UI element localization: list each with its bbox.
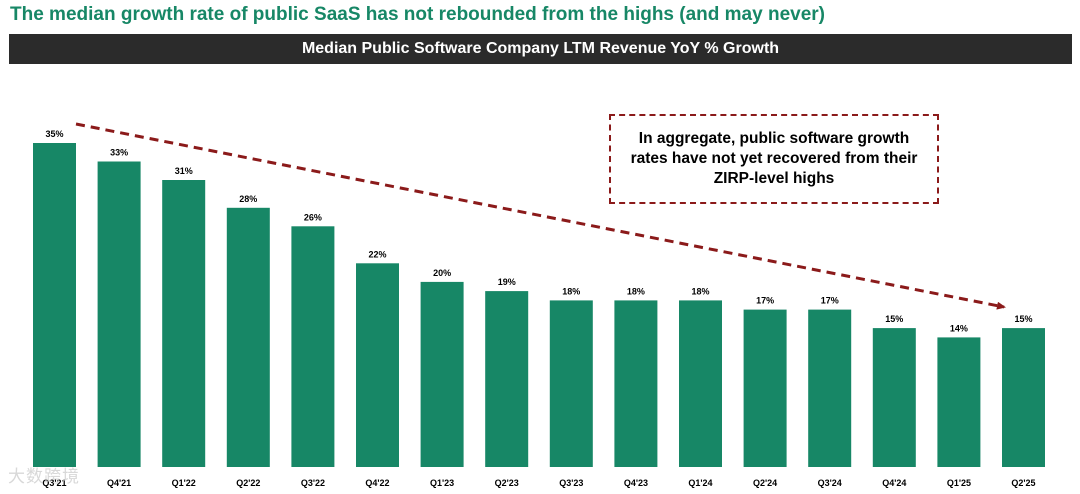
data-label-0: 35%: [45, 129, 63, 139]
data-label-10: 18%: [691, 286, 709, 296]
data-label-4: 26%: [304, 212, 322, 222]
x-tick-label-12: Q3'24: [818, 478, 842, 488]
data-label-11: 17%: [756, 296, 774, 306]
data-label-9: 18%: [627, 286, 645, 296]
callout-text: In aggregate, public software growth rat…: [630, 130, 918, 187]
bar-14: [937, 337, 981, 467]
data-label-8: 18%: [562, 286, 580, 296]
bar-chart: 35% Q3'21 33% Q4'21 31% Q1'22 28% Q2'22 26% Q3'22…: [33, 122, 1045, 488]
chart-title-bar: Median Public Software Company LTM Reven…: [9, 34, 1072, 64]
data-label-13: 15%: [885, 314, 903, 324]
bar-8: [549, 300, 593, 467]
bar-2: [162, 180, 206, 467]
x-tick-label-6: Q1'23: [430, 478, 454, 488]
x-tick-label-3: Q2'22: [236, 478, 260, 488]
x-tick-label-1: Q4'21: [107, 478, 131, 488]
callout-box: In aggregate, public software growth rat…: [609, 114, 939, 204]
data-label-15: 15%: [1014, 314, 1032, 324]
bar-9: [614, 300, 658, 467]
data-label-12: 17%: [821, 296, 839, 306]
bar-6: [420, 281, 464, 467]
x-tick-label-11: Q2'24: [753, 478, 777, 488]
data-label-2: 31%: [175, 166, 193, 176]
bar-5: [356, 263, 399, 467]
bar-13: [872, 328, 916, 467]
x-tick-label-14: Q1'25: [947, 478, 971, 488]
headline: The median growth rate of public SaaS ha…: [10, 4, 825, 25]
x-tick-label-15: Q2'25: [1011, 478, 1035, 488]
x-tick-label-0: Q3'21: [42, 478, 66, 488]
bar-1: [97, 161, 141, 467]
bar-3: [226, 207, 270, 468]
x-tick-label-2: Q1'22: [172, 478, 196, 488]
x-tick-label-9: Q4'23: [624, 478, 648, 488]
data-label-6: 20%: [433, 268, 451, 278]
data-label-3: 28%: [239, 194, 257, 204]
data-label-7: 19%: [498, 277, 516, 287]
x-tick-label-10: Q1'24: [688, 478, 712, 488]
x-tick-label-13: Q4'24: [882, 478, 906, 488]
watermark: 大数跨境: [8, 467, 80, 486]
data-label-5: 22%: [368, 249, 386, 259]
trend-arrow: [75, 122, 1006, 310]
bar-0: [33, 143, 76, 467]
bar-4: [291, 226, 335, 467]
x-tick-label-8: Q3'23: [559, 478, 583, 488]
bar-10: [679, 300, 722, 467]
bar-7: [485, 291, 529, 467]
data-label-1: 33%: [110, 148, 128, 158]
data-label-14: 14%: [950, 323, 968, 333]
x-tick-label-7: Q2'23: [495, 478, 519, 488]
x-tick-label-4: Q3'22: [301, 478, 325, 488]
bar-11: [743, 309, 787, 467]
x-tick-label-5: Q4'22: [365, 478, 389, 488]
bar-15: [1002, 328, 1045, 467]
bar-12: [808, 309, 852, 467]
